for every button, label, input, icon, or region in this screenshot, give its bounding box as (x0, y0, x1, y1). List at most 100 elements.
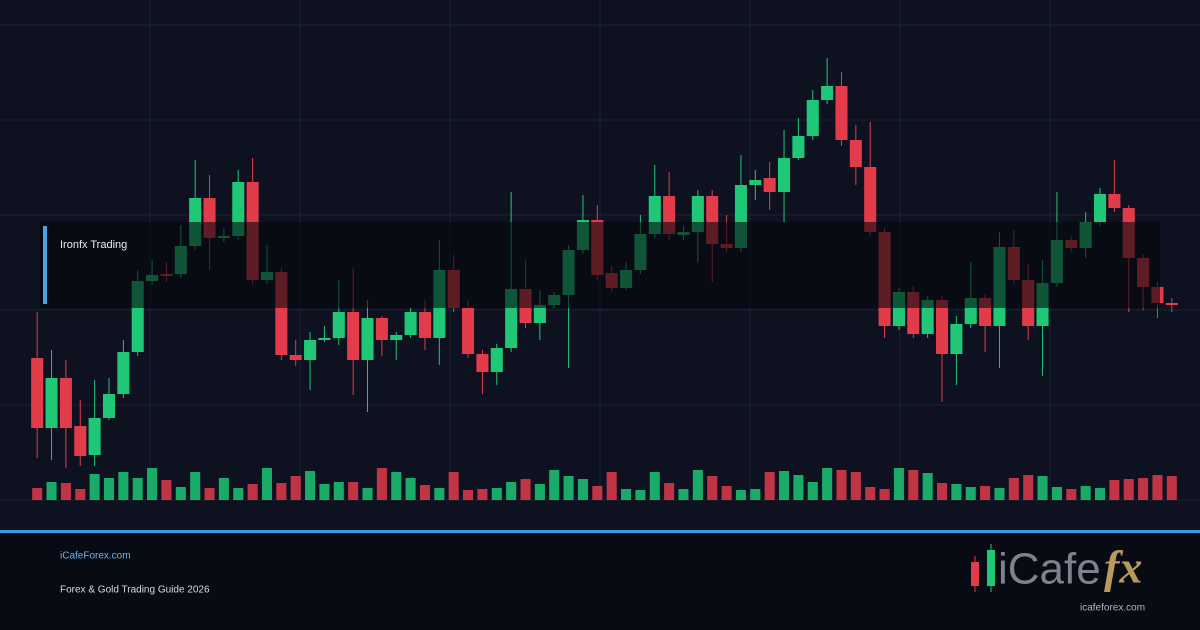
volume-bar (1051, 487, 1062, 500)
candle-body (289, 355, 302, 360)
candle-body (318, 338, 331, 340)
volume-bar (822, 468, 833, 500)
overlay-label: Ironfx Trading (60, 239, 127, 251)
volume-bar (290, 476, 301, 500)
candle-body (849, 140, 862, 167)
volume-bar (1152, 475, 1163, 500)
footer-site: iCafeForex.com (60, 551, 131, 562)
volume-bar (1080, 486, 1091, 500)
footer-subtitle: Forex & Gold Trading Guide 2026 (60, 585, 210, 596)
candle-body (935, 300, 949, 354)
volume-bar (118, 472, 129, 500)
volume-bar (89, 474, 100, 500)
volume-bar (276, 483, 287, 500)
volume-bar (1066, 489, 1077, 500)
volume-bar (233, 488, 244, 500)
volume-bar (491, 488, 502, 500)
volume-bar (577, 479, 588, 500)
candle-body (347, 312, 360, 360)
volume-bar (477, 489, 488, 500)
volume-bar (147, 468, 158, 500)
divider (0, 530, 1200, 533)
volume-bar (1123, 479, 1134, 500)
volume-bar (908, 470, 919, 500)
candle-body (375, 318, 388, 340)
volume-bar (348, 482, 359, 500)
volume-bar (750, 489, 761, 500)
candle-body (490, 348, 503, 372)
volume-bar (132, 478, 143, 500)
volume-bar (836, 470, 847, 500)
volume-bar (965, 487, 976, 500)
candle-body (45, 378, 58, 428)
volume-bar (1138, 478, 1149, 500)
volume-bar (893, 468, 904, 500)
volume-bar (951, 484, 962, 500)
volume-bar (721, 486, 732, 500)
candle-body (361, 318, 374, 360)
volume-bar (707, 476, 718, 500)
label-accent (43, 226, 47, 304)
volume-bar (506, 482, 517, 500)
volume-bar (735, 490, 746, 500)
candle-body (749, 180, 762, 185)
candle-body (404, 312, 417, 335)
candle-body (390, 335, 403, 340)
candle-body (533, 305, 546, 323)
footer-background (0, 534, 1200, 630)
volume-bar (922, 473, 933, 500)
logo-accent: fx (1104, 542, 1142, 593)
volume-bar (190, 472, 201, 500)
candle-body (332, 312, 345, 338)
logo-icon (971, 544, 995, 592)
candle-body (777, 158, 791, 192)
volume-bar (103, 478, 115, 500)
volume-bar (175, 487, 186, 500)
volume-bar (692, 470, 703, 500)
volume-bar (376, 468, 387, 500)
volume-bar (261, 468, 273, 500)
volume-bar (1094, 488, 1106, 500)
volume-bar (204, 488, 215, 500)
volume-bar (563, 476, 574, 500)
volume-bar (936, 483, 948, 500)
volume-bar (779, 471, 790, 500)
volume-bar (635, 490, 646, 500)
volume-bar (879, 489, 890, 500)
candle-body (1165, 303, 1178, 305)
volume-bar (448, 472, 459, 500)
candle-body (806, 100, 819, 136)
volume-bar (807, 482, 818, 500)
candle-body (1108, 194, 1121, 208)
volume-bar (1008, 478, 1019, 500)
volume-bar (405, 478, 416, 500)
volume-bar (32, 488, 43, 500)
volume-bar (793, 475, 804, 500)
volume-bar (621, 489, 632, 500)
candle-body (59, 378, 72, 428)
volume-bar (1037, 476, 1048, 500)
candle-body (462, 308, 475, 354)
volume-bar (649, 472, 660, 500)
volume-bar (850, 472, 861, 500)
volume-bar (60, 483, 71, 500)
volume-bar (664, 483, 675, 500)
candle-body (31, 358, 44, 428)
volume-bar (534, 484, 545, 500)
candle-body (950, 324, 963, 354)
volume-bar (980, 486, 991, 500)
candle-body (1093, 194, 1107, 222)
volume-bar (161, 480, 172, 500)
volume-bar (463, 490, 474, 500)
volume-bar (1023, 475, 1034, 500)
volume-bar (549, 470, 560, 500)
volume-bar (865, 487, 876, 500)
volume-bar (764, 472, 775, 500)
volume-bar (1109, 480, 1120, 500)
volume-bar (1166, 476, 1177, 500)
candle-body (304, 340, 317, 360)
volume-bar (333, 482, 344, 500)
volume-bar (75, 489, 86, 500)
